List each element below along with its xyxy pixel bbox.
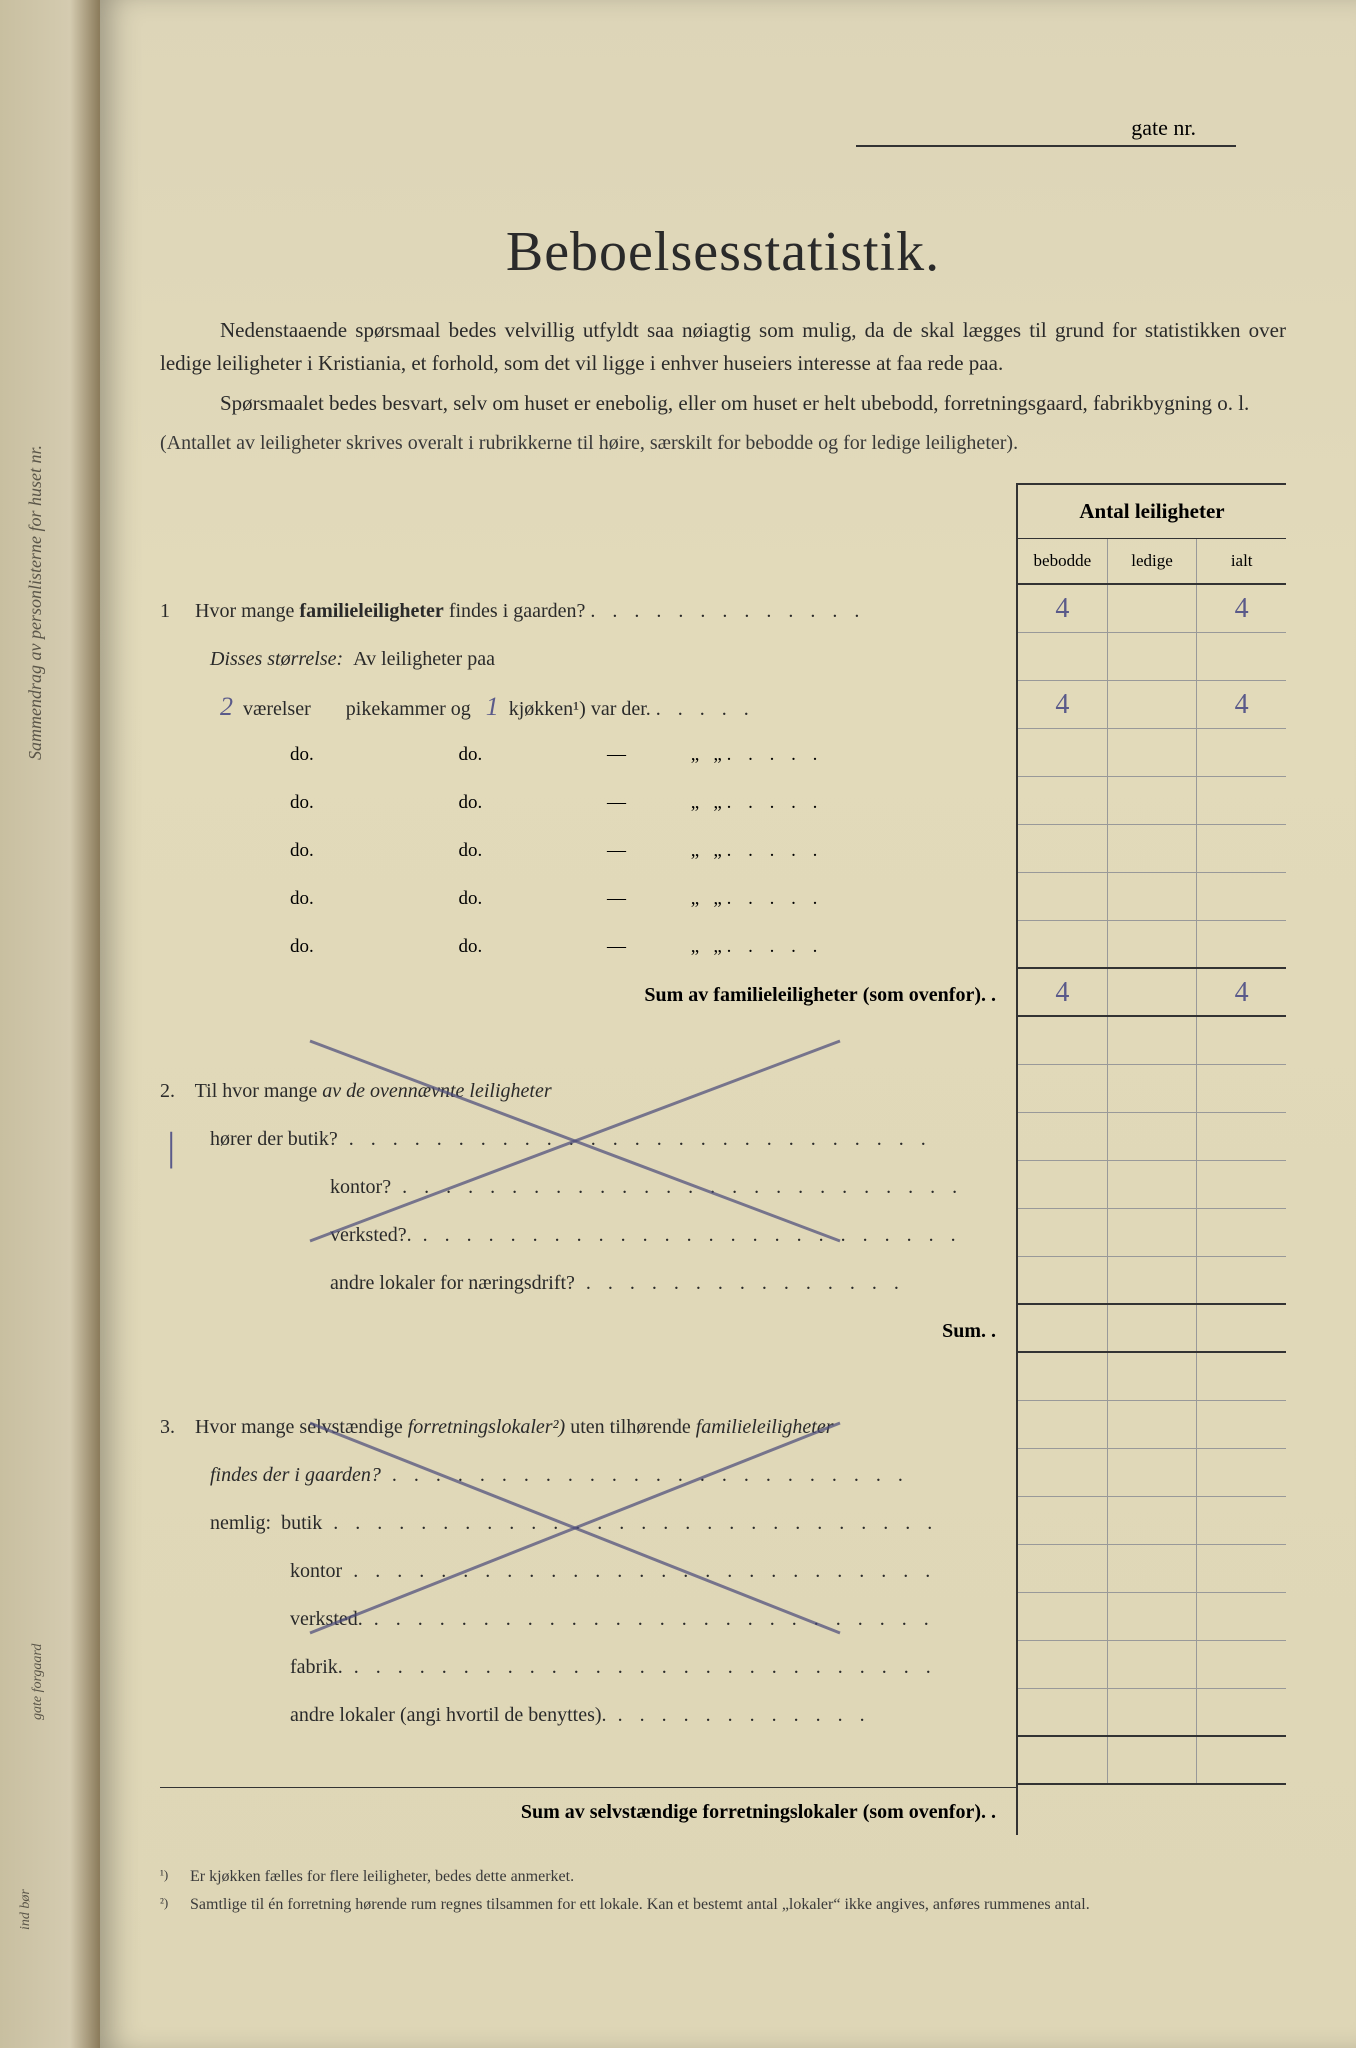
table-row — [1018, 1449, 1286, 1497]
table-row — [1018, 729, 1286, 777]
table-row — [1018, 1161, 1286, 1209]
page-title: Beboelsesstatistik. — [160, 220, 1286, 284]
table-row: 44 — [1018, 681, 1286, 729]
table-row — [1018, 1209, 1286, 1257]
footnotes: ¹) Er kjøkken fælles for flere leilighet… — [160, 1865, 1286, 1917]
q1-sum: Sum av familieleiligheter (som ovenfor).… — [160, 971, 1016, 1019]
q3-verksted: verksted. . . . . . . . . . . . . . . . … — [160, 1595, 1016, 1643]
q1-do-row: do. do. — „ „ . . . . . — [160, 731, 1016, 779]
gate-number-field: gate nr. — [856, 115, 1236, 147]
col-ialt: ialt — [1197, 539, 1286, 583]
q2-andre: andre lokaler for næringsdrift? . . . . … — [160, 1259, 1016, 1307]
q2-butik: hører der butik? . . . . . . . . . . . .… — [160, 1115, 1016, 1163]
binding-margin: Sammendrag av personlisterne for huset n… — [0, 0, 100, 2048]
col-bebodde: bebodde — [1018, 539, 1108, 583]
q2-verksted: verksted?. . . . . . . . . . . . . . . .… — [160, 1211, 1016, 1259]
q2-sum: Sum. . — [160, 1307, 1016, 1355]
table-row — [1018, 1353, 1286, 1401]
q3-line2: findes der i gaarden? . . . . . . . . . … — [160, 1451, 1016, 1499]
q1-disses: Disses størrelse: Av leiligheter paa — [160, 635, 1016, 683]
document-page: gate nr. Beboelsesstatistik. Nedenstaaen… — [100, 0, 1356, 2048]
table-row — [1018, 1593, 1286, 1641]
table-row — [1018, 873, 1286, 921]
q1-size-row-1: 2 værelser pikekammer og 1 kjøkken¹) var… — [160, 683, 1016, 731]
table-header: Antal leiligheter — [1018, 485, 1286, 539]
table-row — [1018, 1497, 1286, 1545]
intro-paragraph-1: Nedenstaaende spørsmaal bedes velvillig … — [160, 314, 1286, 379]
table-row — [1018, 1065, 1286, 1113]
q1-do-row: do. do. — „ „ . . . . . — [160, 779, 1016, 827]
margin-text-summary: Sammendrag av personlisterne for huset n… — [25, 445, 46, 760]
margin-text-gate: gate forgaard — [30, 1644, 46, 1720]
table-row — [1018, 1113, 1286, 1161]
table-row — [1018, 1401, 1286, 1449]
table-row — [1018, 1641, 1286, 1689]
count-table: Antal leiligheter bebodde ledige ialt 44… — [1016, 483, 1286, 1835]
table-row — [1018, 777, 1286, 825]
question-2: 2. Til hvor mange av de ovennævnte leili… — [160, 1067, 1016, 1115]
table-row — [1018, 825, 1286, 873]
intro-paragraph-2: Spørsmaalet bedes besvart, selv om huset… — [160, 387, 1286, 420]
q3-fabrik: fabrik. . . . . . . . . . . . . . . . . … — [160, 1643, 1016, 1691]
table-row-sum — [1018, 1737, 1286, 1785]
footnote-2: ²) Samtlige til én forretning hørende ru… — [160, 1893, 1286, 1917]
intro-parenthetical: (Antallet av leiligheter skrives overalt… — [160, 428, 1286, 458]
question-3: 3. Hvor mange selvstændige forretningslo… — [160, 1403, 1016, 1451]
question-1: 1 Hvor mange familieleiligheter findes i… — [160, 587, 1016, 635]
q3-andre: andre lokaler (angi hvortil de benyttes)… — [160, 1691, 1016, 1739]
table-row-sum — [1018, 1305, 1286, 1353]
margin-mark: | — [165, 1123, 176, 1170]
table-row — [1018, 1545, 1286, 1593]
questions-column: 1 Hvor mange familieleiligheter findes i… — [160, 483, 1016, 1835]
footnote-1: ¹) Er kjøkken fælles for flere leilighet… — [160, 1865, 1286, 1889]
table-subheader: bebodde ledige ialt — [1018, 539, 1286, 585]
gate-label: gate nr. — [1131, 115, 1196, 140]
q1-do-row: do. do. — „ „ . . . . . — [160, 827, 1016, 875]
q3-kontor: kontor . . . . . . . . . . . . . . . . .… — [160, 1547, 1016, 1595]
table-row — [1018, 1257, 1286, 1305]
q1-do-row: do. do. — „ „ . . . . . — [160, 875, 1016, 923]
col-ledige: ledige — [1108, 539, 1198, 583]
table-row: 44 — [1018, 585, 1286, 633]
q3-butik: nemlig: butik . . . . . . . . . . . . . … — [160, 1499, 1016, 1547]
table-row — [1018, 921, 1286, 969]
q1-do-row: do. do. — „ „ . . . . . — [160, 923, 1016, 971]
table-row — [1018, 1017, 1286, 1065]
table-row — [1018, 633, 1286, 681]
table-row-sum: 44 — [1018, 969, 1286, 1017]
q2-kontor: kontor? . . . . . . . . . . . . . . . . … — [160, 1163, 1016, 1211]
margin-text-ind: ind bør — [18, 1889, 34, 1930]
q3-sum: Sum av selvstændige forretningslokaler (… — [160, 1787, 1016, 1835]
table-row — [1018, 1689, 1286, 1737]
